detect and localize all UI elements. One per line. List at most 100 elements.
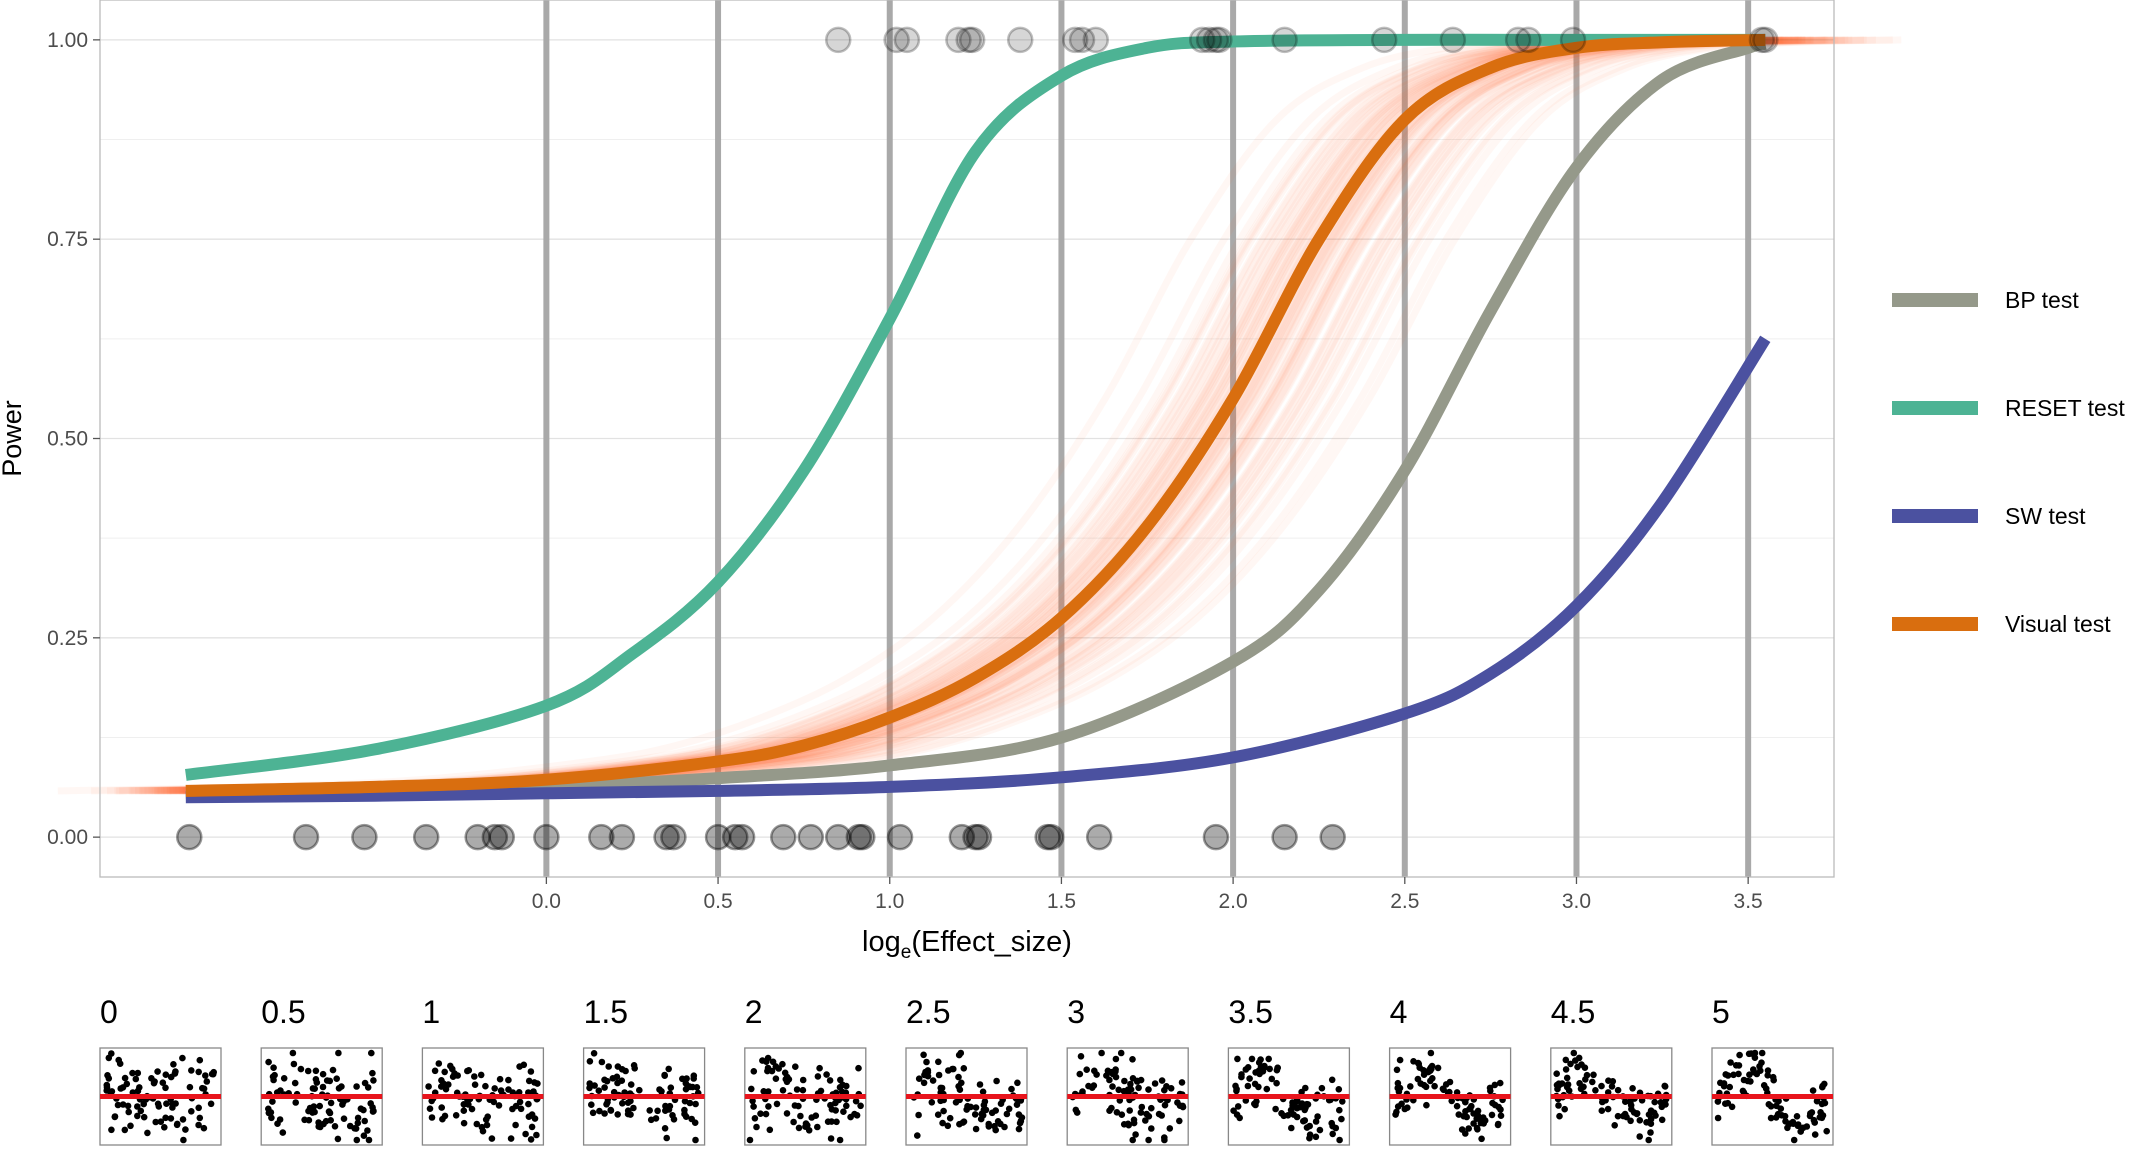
residual-point — [1263, 1085, 1271, 1093]
residual-point — [1178, 1079, 1186, 1086]
residual-point — [445, 1081, 452, 1088]
panel-label: 1 — [422, 994, 440, 1030]
panel-label: 4.5 — [1551, 994, 1595, 1030]
residual-point — [1001, 1123, 1008, 1131]
panel-label: 3 — [1067, 994, 1085, 1030]
residual-point — [134, 1069, 142, 1077]
residual-point — [108, 1126, 115, 1134]
residual-point — [823, 1071, 830, 1078]
residual-point — [1112, 1055, 1120, 1063]
residual-point — [1823, 1127, 1830, 1135]
residual-point — [119, 1101, 127, 1108]
residual-point — [950, 1065, 957, 1073]
residual-point — [1489, 1099, 1496, 1107]
residual-point — [1109, 1070, 1117, 1078]
residual-point — [967, 1103, 974, 1111]
panel-label: 2 — [745, 994, 763, 1030]
residual-point — [956, 1086, 964, 1093]
residual-point — [144, 1129, 151, 1137]
residual-point — [1273, 1079, 1280, 1087]
residual-point — [134, 1103, 141, 1110]
residual-point — [1126, 1107, 1133, 1114]
residual-point — [1592, 1087, 1599, 1094]
residual-point — [1645, 1111, 1653, 1118]
data-point-power-0 — [464, 823, 491, 851]
residual-point — [1148, 1125, 1155, 1132]
data-point-power-0 — [176, 823, 203, 851]
residual-point — [1581, 1064, 1589, 1071]
legend-label: BP test — [2005, 287, 2079, 313]
residual-point — [1488, 1111, 1496, 1119]
residual-point — [1580, 1083, 1587, 1091]
residual-point — [955, 1073, 962, 1081]
residual-point — [319, 1083, 327, 1091]
residual-point — [586, 1058, 594, 1065]
residual-point — [438, 1104, 446, 1111]
residual-point — [301, 1116, 308, 1124]
residual-point — [618, 1077, 626, 1084]
residual-point — [1014, 1079, 1021, 1087]
residual-point — [1765, 1101, 1773, 1108]
data-point-power-0 — [1319, 823, 1346, 851]
residual-point — [477, 1071, 485, 1079]
residual-point — [779, 1060, 786, 1068]
residual-point — [203, 1078, 211, 1085]
residual-point — [326, 1109, 334, 1117]
residual-point — [1304, 1101, 1312, 1108]
data-point-power-1 — [955, 26, 982, 54]
residual-point — [837, 1076, 844, 1084]
residual-point — [833, 1118, 840, 1126]
residual-point — [1338, 1115, 1345, 1123]
residual-point — [661, 1071, 668, 1079]
residual-point — [1629, 1085, 1636, 1092]
x-tick-label: 1.0 — [875, 890, 904, 913]
residual-point — [106, 1088, 114, 1096]
residual-point — [1790, 1136, 1798, 1144]
residual-point — [924, 1067, 932, 1074]
data-point-power-0 — [704, 823, 732, 851]
residual-point — [1301, 1106, 1308, 1114]
x-axis-label-subscript: e — [901, 942, 912, 963]
residual-point — [154, 1068, 161, 1075]
residual-point — [636, 1086, 643, 1094]
residual-point — [1328, 1119, 1335, 1127]
residual-point — [946, 1114, 954, 1122]
residual-point — [1562, 1066, 1570, 1073]
residual-point — [1179, 1103, 1187, 1111]
residual-point — [1753, 1070, 1761, 1078]
residual-point — [604, 1099, 611, 1106]
residual-point — [1491, 1081, 1499, 1089]
residual-point — [482, 1082, 489, 1090]
residual-point — [425, 1083, 432, 1090]
residual-point — [665, 1065, 672, 1073]
residual-point — [1166, 1125, 1174, 1132]
residual-point — [115, 1056, 122, 1064]
residual-point — [915, 1075, 923, 1082]
residual-point — [488, 1135, 496, 1142]
data-point-power-0 — [824, 823, 852, 851]
residual-point — [760, 1088, 767, 1095]
y-tick-label: 0.50 — [47, 428, 88, 451]
residual-point — [162, 1084, 169, 1092]
residual-point — [663, 1134, 670, 1142]
residual-point — [1819, 1112, 1827, 1119]
residual-point — [590, 1050, 598, 1057]
residual-point — [1302, 1084, 1309, 1092]
residual-point — [1429, 1075, 1436, 1082]
residual-point — [1318, 1084, 1326, 1092]
residual-point — [658, 1088, 665, 1095]
residual-point — [182, 1126, 189, 1133]
residual-point — [148, 1075, 155, 1082]
residual-point — [159, 1079, 167, 1086]
residual-point — [354, 1119, 362, 1127]
data-point-power-1 — [1271, 26, 1298, 54]
residual-point — [1124, 1120, 1132, 1128]
residual-point — [603, 1077, 611, 1085]
residual-point — [368, 1049, 375, 1057]
x-tick-label: 2.0 — [1219, 890, 1248, 913]
residual-point — [601, 1110, 608, 1117]
residual-point — [935, 1058, 942, 1066]
residual-point — [601, 1084, 608, 1091]
residual-point — [1238, 1071, 1245, 1078]
residual-point — [1647, 1120, 1655, 1127]
